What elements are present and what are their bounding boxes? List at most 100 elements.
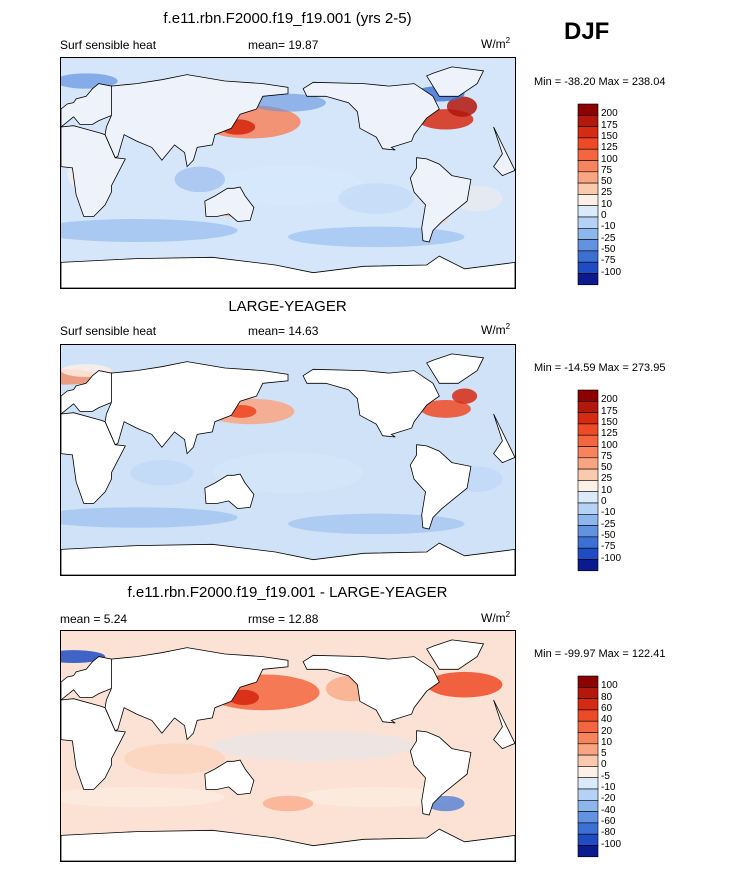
colorbar-swatch [577,171,599,184]
colorbar-swatch [577,811,599,824]
colorbar-tick-label: -80 [601,827,616,839]
colorbar-swatch [577,788,599,801]
colorbar-tick-label: 100 [601,680,618,692]
coastline-greenland [426,66,485,97]
panel-3-title: f.e11.rbn.F2000.f19_f19.001 - LARGE-YEAG… [127,584,448,601]
contour-region [174,166,225,193]
colorbar-tick-label: 0 [601,759,607,771]
panel-1-variable-label: Surf sensible heat [60,38,157,52]
colorbar-svg [577,103,599,286]
colorbar-swatch [577,239,599,252]
colorbar-swatch [577,720,599,733]
colorbar-swatch [577,216,599,229]
colorbar-swatch [577,273,599,286]
colorbar-tick-label: 25 [601,187,613,199]
contour-region [338,183,415,214]
panel-3-map-svg [61,631,515,861]
contour-region [61,786,225,808]
colorbar-swatch [577,126,599,139]
colorbar-swatch [577,800,599,812]
colorbar-tick-label: 200 [601,394,618,406]
colorbar-tick-label: 10 [601,484,613,496]
contour-region [262,795,314,812]
colorbar-tick-label: 60 [601,702,613,714]
colorbar-swatch [577,491,599,504]
contour-region [288,513,465,535]
panel-2-unit-label: W/m2 [481,322,511,337]
panel-3-map [60,630,516,862]
contour-region [446,96,478,117]
colorbar-swatch [577,468,599,481]
coastline-africa [493,413,515,464]
colorbar-svg [577,675,599,858]
panel-2-variable-label: Surf sensible heat [60,324,157,338]
colorbar-swatch [577,480,599,493]
colorbar-swatch [577,743,599,756]
colorbar-swatch [577,687,599,699]
colorbar-tick-label: 150 [601,416,618,428]
coastline-africaE [61,412,126,504]
colorbar-swatch [577,502,599,515]
panel-1-unit-label: W/m2 [481,36,511,51]
panel-3-rmse-label: rmse = 12.88 [248,612,319,626]
colorbar-swatch [577,754,599,767]
colorbar-swatch [577,525,599,538]
colorbar-tick-label: 0 [601,496,607,507]
colorbar-swatch [577,536,599,549]
coastline-europe [61,370,112,415]
colorbar-tick-label: -25 [601,232,616,244]
colorbar-swatch [577,228,599,240]
contour-region [61,650,106,663]
colorbar-tick-label: -10 [601,782,616,793]
colorbar-tick-label: 125 [601,142,618,154]
contour-region [300,786,452,808]
contour-region [61,507,238,528]
contour-region [420,399,471,418]
colorbar-tick-label: 175 [601,405,618,417]
colorbar-tick-label: -50 [601,243,616,255]
colorbar-swatch [577,412,599,425]
colorbar-svg [577,389,599,572]
contour-region [212,452,364,494]
panel-1-map [60,57,516,289]
coastline-africaE [61,125,126,217]
colorbar-tick-label: -20 [601,793,616,805]
colorbar-tick-label: -60 [601,815,616,827]
colorbar-tick-label: 10 [601,736,613,748]
colorbar-tick-label: 50 [601,176,613,188]
panel-2-map [60,344,516,576]
colorbar-tick-label: -100 [601,838,622,850]
panel-2-map-svg [61,345,515,575]
coastline-namerica [302,368,440,438]
colorbar-tick-label: 25 [601,473,613,485]
colorbar-swatch [577,115,599,127]
coastline-africa [493,699,515,750]
colorbar-swatch [577,698,599,711]
colorbar-swatch [577,777,599,790]
colorbar-tick-label: 100 [601,439,618,451]
panel-2-mean-label: mean= 14.63 [248,324,319,338]
colorbar-swatch [577,137,599,150]
colorbar-swatch [577,148,599,161]
coastline-asia [104,74,289,168]
panel-2-minmax: Min = -14.59 Max = 273.95 [534,362,666,374]
colorbar-swatch [577,205,599,218]
coastline-samerica [409,444,472,530]
colorbar-tick-label: -75 [601,541,616,553]
colorbar-swatch [577,845,599,858]
contour-region [288,226,465,248]
colorbar-swatch [577,401,599,413]
coastline-namerica [302,81,440,151]
panel-3-unit-label: W/m2 [481,610,511,625]
season-label: DJF [564,18,610,45]
panel-1-map-svg [61,58,515,288]
contour-region [451,388,478,404]
colorbar-swatch [577,833,599,846]
colorbar-tick-label: 75 [601,164,613,176]
contour-region [124,743,225,775]
colorbar-tick-label: 175 [601,119,618,131]
colorbar-swatch [577,457,599,470]
coastline-antarctica [61,542,515,575]
colorbar-tick-label: -10 [601,507,616,519]
coastline-europe [61,83,112,128]
